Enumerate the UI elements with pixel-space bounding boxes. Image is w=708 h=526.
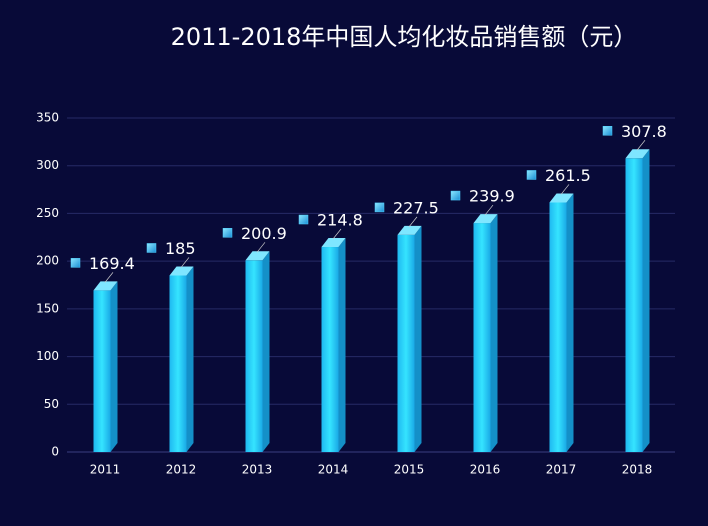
bar-top [321, 238, 346, 248]
value-label: 214.8 [317, 211, 363, 230]
label-icon [222, 228, 233, 238]
bar [321, 247, 339, 452]
y-tick-label: 100 [36, 349, 59, 363]
bar-side [642, 149, 650, 452]
bar-side [414, 225, 422, 452]
x-tick-label: 2018 [622, 463, 653, 477]
bar-side [566, 193, 574, 452]
value-label: 261.5 [545, 166, 591, 185]
label-icon [298, 214, 309, 225]
bar-top [169, 266, 194, 276]
label-icon [374, 202, 385, 213]
bar [397, 234, 415, 452]
bar-top [473, 214, 498, 224]
x-tick-label: 2012 [166, 463, 197, 477]
label-icon [450, 190, 461, 201]
value-label: 185 [165, 239, 196, 258]
label-icon [526, 170, 537, 180]
bar [625, 158, 643, 452]
label-leader [332, 228, 342, 240]
bar-top [245, 251, 270, 261]
y-tick-label: 250 [36, 206, 59, 220]
bar [473, 223, 491, 452]
label-leader [636, 140, 646, 151]
value-label: 239.9 [469, 187, 515, 206]
y-tick-label: 0 [51, 445, 59, 459]
label-icon [602, 126, 613, 136]
y-tick-label: 350 [36, 111, 59, 125]
value-label: 227.5 [393, 198, 439, 217]
bar [245, 260, 263, 452]
label-leader [256, 242, 266, 253]
bar-side [338, 238, 346, 452]
label-leader [560, 184, 570, 195]
label-icon [70, 258, 81, 268]
bar-top [397, 225, 422, 235]
y-tick-label: 200 [36, 254, 59, 268]
y-tick-label: 50 [44, 397, 59, 411]
y-tick-label: 300 [36, 158, 59, 172]
bar-side [110, 281, 118, 452]
y-tick-label: 150 [36, 301, 59, 315]
bar [93, 290, 111, 452]
bar [549, 202, 567, 452]
x-tick-label: 2016 [470, 463, 501, 477]
bar-side [262, 251, 270, 452]
label-leader [104, 272, 114, 283]
x-tick-label: 2017 [546, 463, 577, 477]
bar-top [93, 281, 118, 291]
label-leader [408, 216, 418, 228]
bar-top [625, 149, 650, 159]
x-tick-label: 2015 [394, 463, 425, 477]
value-label: 200.9 [241, 224, 287, 243]
chart-title: 2011-2018年中国人均化妆品销售额（元） [171, 23, 638, 51]
bar-side [490, 214, 498, 452]
label-leader [180, 257, 190, 268]
value-label: 307.8 [621, 122, 667, 141]
x-tick-label: 2014 [318, 463, 349, 477]
label-leader [484, 204, 494, 216]
x-tick-label: 2013 [242, 463, 273, 477]
label-icon [146, 243, 157, 253]
value-label: 169.4 [89, 254, 135, 273]
bar-top [549, 193, 574, 203]
bar-side [186, 266, 194, 452]
bar [169, 275, 187, 452]
x-tick-label: 2011 [90, 463, 121, 477]
